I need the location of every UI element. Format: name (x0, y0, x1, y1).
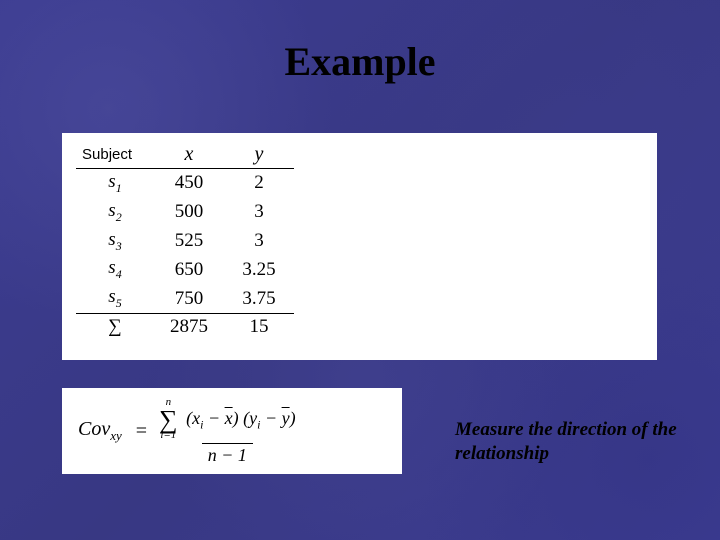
cell-y: 3.25 (224, 255, 294, 284)
table-row: s3 525 3 (76, 227, 294, 256)
covariance-formula-card: Covxy = n ∑ i=1 (xi − x) (yi − y) n − 1 (62, 388, 402, 474)
equals-sign: = (136, 420, 147, 443)
cell-y: 3 (224, 198, 294, 227)
data-table-card: Subject x y s1 450 2 s2 500 3 s3 525 3 s… (62, 133, 657, 360)
subject-label: s1 (76, 169, 154, 198)
caption-text: Measure the direction of the relationshi… (455, 418, 690, 466)
subject-label: s3 (76, 227, 154, 256)
formula-numerator: n ∑ i=1 (xi − x) (yi − y) (153, 396, 302, 443)
sum-y: 15 (224, 313, 294, 340)
cell-y: 2 (224, 169, 294, 198)
slide-title: Example (0, 38, 720, 85)
subject-label: s5 (76, 284, 154, 313)
table-sum-row: ∑ 2875 15 (76, 313, 294, 340)
formula-lhs: Covxy (78, 418, 122, 444)
data-table: Subject x y s1 450 2 s2 500 3 s3 525 3 s… (76, 141, 294, 340)
term-2: (yi − y) (243, 408, 296, 428)
cell-x: 500 (154, 198, 224, 227)
table-row: s4 650 3.25 (76, 255, 294, 284)
term-1: (xi − x) (186, 408, 243, 428)
table-row: s1 450 2 (76, 169, 294, 198)
cell-x: 450 (154, 169, 224, 198)
cell-y: 3 (224, 227, 294, 256)
cell-x: 650 (154, 255, 224, 284)
table-row: s2 500 3 (76, 198, 294, 227)
sigma-icon: ∑ (76, 313, 154, 340)
formula-fraction: n ∑ i=1 (xi − x) (yi − y) n − 1 (153, 396, 302, 466)
sum-x: 2875 (154, 313, 224, 340)
subject-label: s2 (76, 198, 154, 227)
table-row: s5 750 3.75 (76, 284, 294, 313)
table-header-row: Subject x y (76, 141, 294, 169)
cell-y: 3.75 (224, 284, 294, 313)
col-header-y: y (224, 141, 294, 169)
col-header-subject: Subject (76, 141, 154, 169)
cell-x: 525 (154, 227, 224, 256)
subject-label: s4 (76, 255, 154, 284)
col-header-x: x (154, 141, 224, 169)
formula-denominator: n − 1 (202, 443, 253, 466)
summation-icon: n ∑ i=1 (159, 398, 178, 441)
cell-x: 750 (154, 284, 224, 313)
